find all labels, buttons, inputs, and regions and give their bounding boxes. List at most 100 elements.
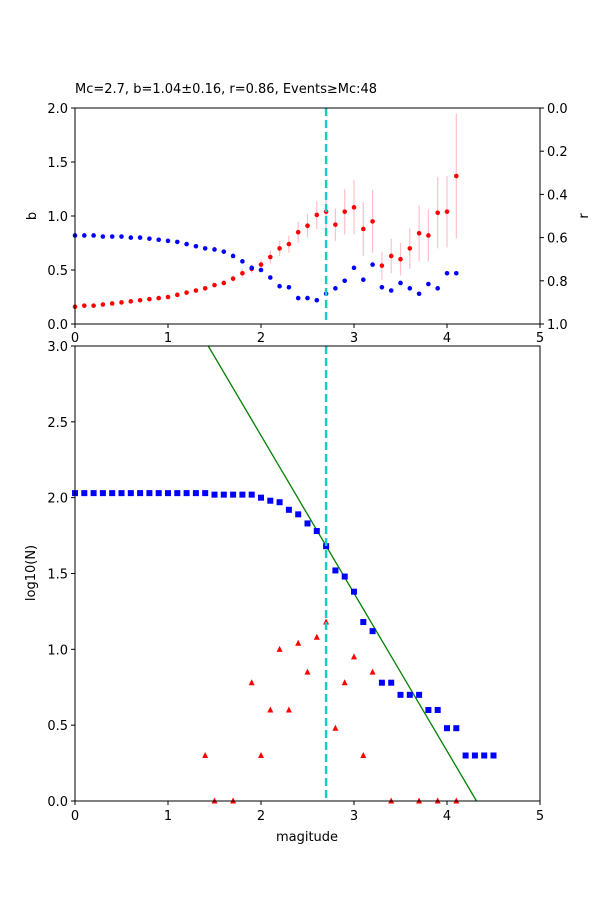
cumulative-point [388, 679, 395, 686]
noncumulative-point [341, 679, 348, 686]
top-x-tick-label: 2 [257, 331, 265, 346]
b-point [240, 270, 245, 276]
top-r-tick-label: 1.0 [547, 318, 568, 333]
cumulative-point [211, 491, 218, 498]
cumulative-point [192, 490, 199, 497]
top-r-tick-label: 0.2 [547, 145, 568, 160]
r-point [286, 284, 292, 290]
top-plot-area [72, 108, 459, 324]
cumulative-point [276, 499, 283, 506]
cumulative-point [397, 691, 404, 698]
b-point [202, 286, 208, 291]
chart-title: Mc=2.7, b=1.04±0.16, r=0.86, Events≥Mc:4… [75, 82, 377, 97]
b-point [454, 173, 459, 179]
bottom-x-tick-label: 2 [257, 809, 265, 824]
top-r-tick-label: 0.8 [547, 275, 568, 290]
b-point [128, 299, 134, 304]
cumulative-point [304, 520, 311, 527]
b-point [351, 205, 357, 210]
r-point [444, 270, 450, 276]
b-point [388, 253, 394, 259]
r-point [416, 291, 422, 297]
top-x-tick-label: 4 [443, 331, 451, 346]
r-point [388, 288, 394, 293]
cumulative-point [165, 490, 171, 497]
r-point [342, 278, 348, 284]
cumulative-point [109, 490, 116, 497]
cumulative-point [481, 752, 488, 759]
b-point [286, 241, 292, 247]
b-point [305, 223, 310, 229]
b-point [268, 254, 273, 260]
r-point [156, 237, 161, 243]
bottom-x-tick-label: 1 [164, 809, 172, 824]
bottom-x-tick-label: 4 [443, 809, 451, 824]
bottom-y-tick-label: 0.0 [47, 795, 68, 810]
bottom-axes-frame [74, 345, 541, 802]
bottom-plot-area [72, 345, 497, 804]
b-point [407, 246, 413, 251]
top-r-tick-label: 0.4 [547, 188, 568, 203]
r-point [379, 284, 385, 290]
cumulative-point [444, 725, 450, 732]
cumulative-point [248, 491, 255, 498]
bottom-x-tick-label: 3 [350, 809, 358, 824]
b-point [342, 209, 348, 214]
b-point [184, 290, 189, 295]
b-point [193, 288, 199, 293]
noncumulative-point [360, 752, 367, 758]
noncumulative-point [202, 752, 209, 758]
bottom-x-tick-label: 0 [71, 809, 79, 824]
r-point [212, 247, 217, 252]
top-r-tick-label: 0.6 [547, 232, 568, 247]
r-point [100, 234, 106, 239]
r-point [426, 281, 431, 287]
cumulative-point [351, 588, 357, 595]
cumulative-point [183, 490, 190, 497]
r-point [370, 262, 375, 267]
b-point [221, 280, 227, 286]
b-point [212, 282, 217, 288]
r-point [305, 295, 310, 301]
cumulative-point [118, 490, 125, 497]
r-point [221, 249, 227, 254]
bottom-y-tick-label: 1.0 [47, 643, 68, 658]
b-point [258, 262, 264, 267]
bottom-panel: 0 1 2 3 4 5 0.0 0.5 1.0 1.5 2.0 2.5 3.0 magitude log… [24, 340, 544, 845]
cumulative-point [313, 528, 320, 535]
r-point [240, 259, 245, 264]
top-y-tick-label: 0.0 [47, 318, 68, 333]
top-y-tick-label: 2.0 [47, 102, 68, 117]
top-r-tick-label: 0.0 [547, 102, 568, 117]
r-point [249, 265, 254, 271]
top-y-tick-label: 0.5 [47, 264, 68, 279]
cumulative-point [416, 691, 423, 698]
b-point [361, 226, 366, 232]
bottom-y-tick-label: 0.5 [47, 719, 68, 734]
cumulative-point [239, 491, 246, 498]
b-point [426, 233, 431, 238]
cumulative-point [146, 490, 153, 497]
cumulative-point [90, 490, 97, 497]
b-point [435, 210, 441, 216]
b-point [147, 296, 152, 302]
b-point [175, 292, 180, 298]
r-point [258, 267, 264, 273]
b-point [314, 212, 320, 218]
noncumulative-point [313, 633, 320, 640]
r-point [193, 243, 199, 249]
noncumulative-point [285, 706, 292, 713]
r-point [184, 241, 189, 247]
b-point [137, 297, 143, 303]
cumulative-point [81, 490, 88, 497]
cumulative-point [220, 491, 227, 498]
b-point [333, 222, 338, 227]
top-x-tick-label: 1 [164, 331, 172, 346]
cumulative-point [174, 490, 181, 497]
cumulative-point [258, 494, 264, 501]
cumulative-point [332, 567, 339, 574]
r-point [351, 265, 357, 271]
top-x-tick-label: 0 [71, 331, 79, 346]
r-point [175, 239, 180, 245]
